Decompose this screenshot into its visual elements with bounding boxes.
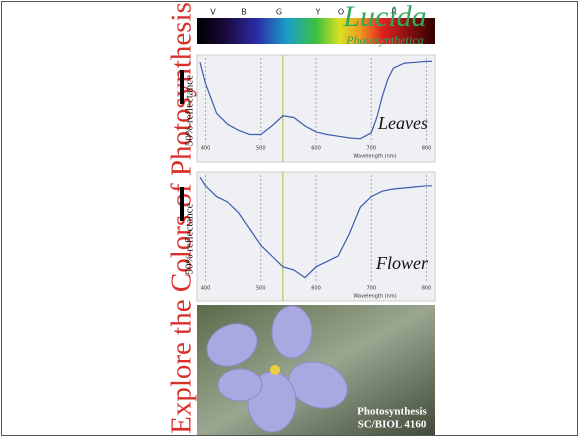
x-axis-label: Wavelength (nm) — [353, 294, 396, 300]
x-tick-label: 700 — [366, 286, 376, 292]
footer-line1: Photosynthesis — [357, 406, 427, 418]
chart-label: Flower — [375, 253, 429, 273]
y-axis-label: 50% reflectance — [184, 203, 196, 274]
spectrum-label: Y — [315, 8, 321, 17]
page: {"title": "Explore the Colors of Photosy… — [0, 0, 579, 437]
footer-line2: SC/BIOL 4160 — [358, 419, 427, 431]
logo-subtitle: Photosynthetica — [345, 33, 423, 47]
spectrum-label: V — [210, 8, 216, 17]
petal — [218, 369, 262, 401]
poster: Explore the Colors of Photosynthesis VBG… — [0, 0, 579, 437]
chart-label: Leaves — [377, 113, 428, 133]
y-axis-label: 50% reflectance — [184, 75, 196, 146]
spectrum-label: B — [241, 8, 247, 17]
x-tick-label: 400 — [201, 286, 211, 292]
x-tick-label: 800 — [422, 146, 432, 152]
x-tick-label: 600 — [311, 286, 321, 292]
x-tick-label: 700 — [366, 146, 376, 152]
x-tick-label: 400 — [201, 146, 211, 152]
x-tick-label: 500 — [256, 146, 266, 152]
stamen — [270, 365, 280, 375]
spectrum-label: G — [276, 8, 282, 17]
x-tick-label: 600 — [311, 146, 321, 152]
x-axis-label: Wavelength (nm) — [353, 154, 396, 160]
logo-name: Lucida — [342, 0, 426, 33]
petal — [272, 306, 312, 358]
x-tick-label: 800 — [422, 286, 432, 292]
x-tick-label: 500 — [256, 286, 266, 292]
